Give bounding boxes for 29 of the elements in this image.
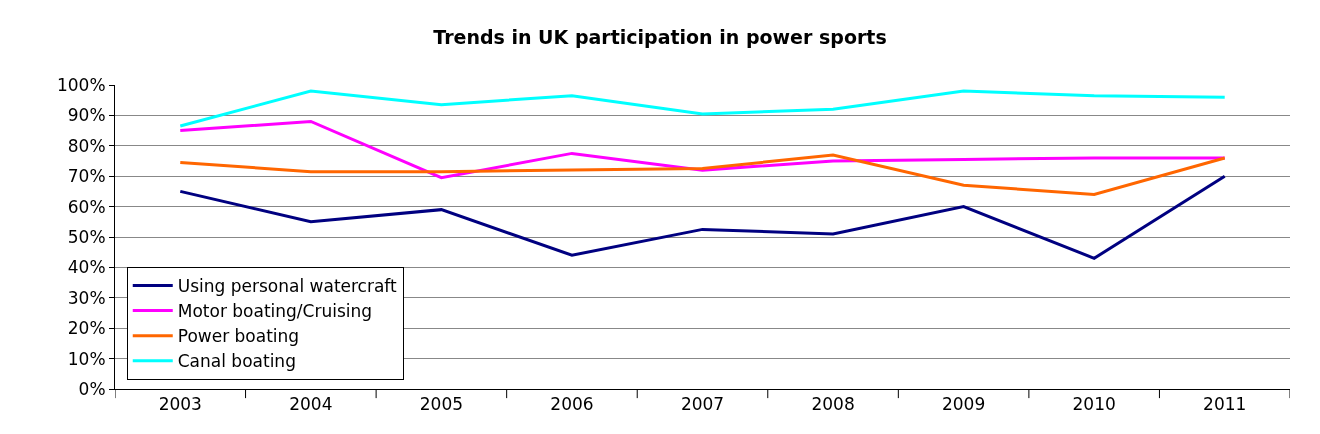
- y-tick-label: 10%: [67, 348, 106, 369]
- line-series: [178, 119, 1227, 180]
- legend-label: Motor boating/Cruising: [177, 301, 373, 322]
- x-tick-label: 2007: [680, 394, 725, 415]
- chart-title: Trends in UK participation in power sports: [433, 25, 887, 48]
- y-tick-label: 0%: [78, 378, 106, 399]
- legend-label: Using personal watercraft: [177, 276, 398, 297]
- x-tick-label: 2006: [550, 394, 594, 415]
- x-tick-label: 2004: [289, 394, 333, 415]
- y-tick-label: 50%: [67, 226, 106, 247]
- y-tick-label: 80%: [67, 135, 106, 156]
- y-tick-label: 100%: [56, 74, 106, 95]
- x-tick-label: 2003: [158, 394, 202, 415]
- y-tick-label: 20%: [67, 318, 106, 339]
- y-tick-label: 30%: [67, 287, 106, 308]
- x-tick-label: 2005: [419, 394, 464, 415]
- y-tick-label: 60%: [67, 196, 106, 217]
- line-series: [178, 89, 1227, 128]
- x-tick-label: 2009: [941, 394, 986, 415]
- legend-label: Power boating: [177, 326, 300, 347]
- line-series: [178, 174, 1227, 260]
- x-tick-label: 2011: [1203, 394, 1247, 415]
- y-tick-label: 90%: [67, 105, 106, 126]
- y-tick-label: 70%: [67, 166, 106, 187]
- line-series: [178, 153, 1227, 196]
- x-tick-label: 2008: [811, 394, 855, 415]
- x-tick-label: 2010: [1072, 394, 1116, 415]
- legend-label: Canal boating: [177, 351, 296, 372]
- y-tick-label: 40%: [67, 257, 106, 278]
